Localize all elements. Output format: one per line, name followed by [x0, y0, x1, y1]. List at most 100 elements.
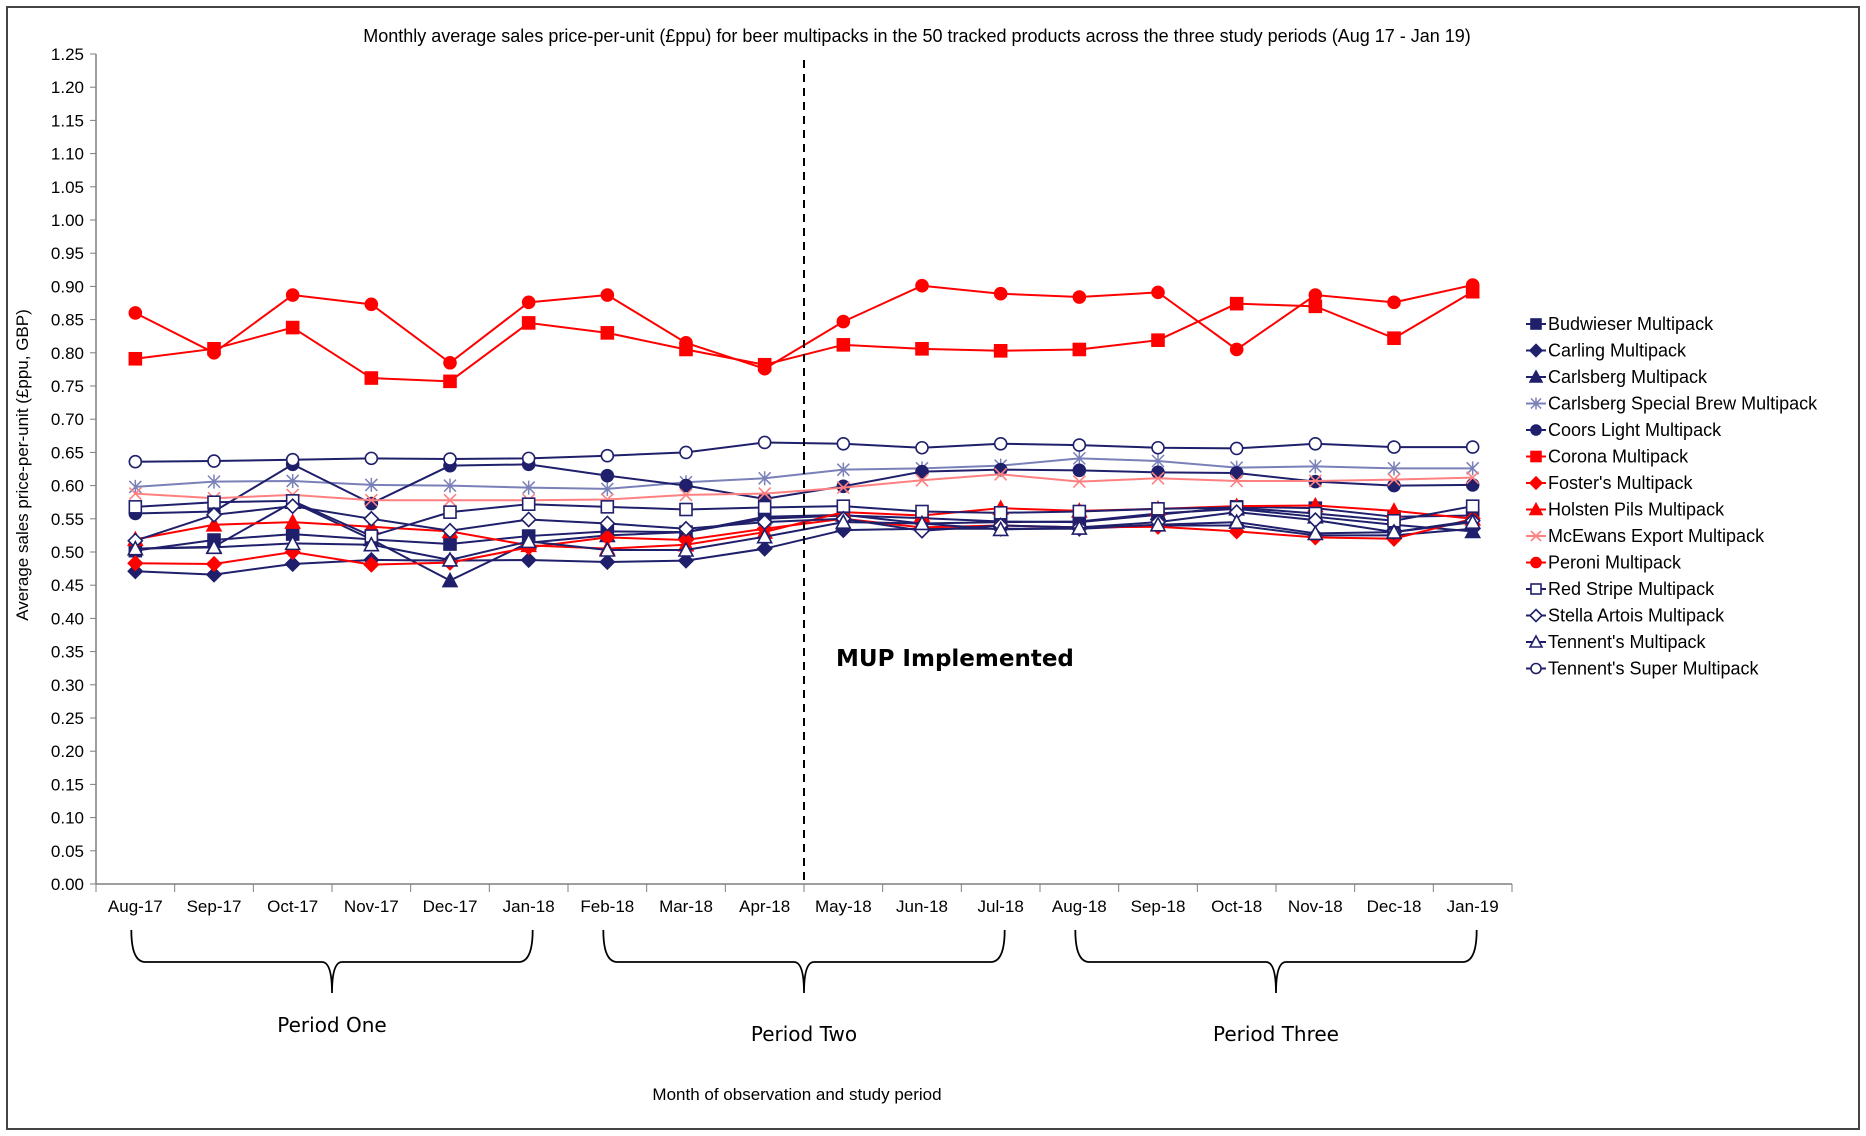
marker-circle	[600, 288, 615, 302]
marker-asterisk	[1466, 461, 1480, 476]
period-label: Period One	[277, 1013, 386, 1037]
legend-label: Carling Multipack	[1548, 341, 1687, 361]
x-tick-label: Jun-18	[896, 897, 948, 916]
marker-triangle	[441, 551, 459, 567]
marker-triangle	[441, 571, 459, 588]
legend-entry: Peroni Multipack	[1526, 553, 1682, 573]
marker-square	[915, 342, 929, 356]
marker-diamond	[363, 510, 380, 527]
marker-x	[1230, 474, 1244, 488]
marker-square	[757, 500, 772, 515]
marker-square	[1151, 333, 1165, 347]
legend-label: Holsten Pils Multipack	[1548, 500, 1725, 520]
marker-diamond	[520, 551, 537, 569]
marker-diamond	[520, 511, 537, 528]
marker-diamond	[205, 506, 223, 523]
marker-square	[521, 497, 536, 511]
legend-entry: Holsten Pils Multipack	[1526, 500, 1725, 520]
marker-circle	[1465, 440, 1480, 454]
marker-circle	[600, 468, 615, 483]
marker-triangle	[1149, 516, 1167, 532]
marker-diamond	[677, 552, 695, 569]
marker-circle	[207, 454, 221, 468]
marker-triangle	[284, 534, 302, 551]
marker-triangle	[834, 513, 852, 529]
marker-square	[1530, 583, 1542, 595]
y-tick-label: 0.30	[51, 676, 84, 695]
marker-asterisk	[443, 478, 457, 493]
x-tick-label: Nov-17	[344, 897, 399, 916]
marker-square	[128, 351, 143, 366]
marker-circle	[679, 336, 693, 350]
y-tick-label: 1.15	[51, 111, 84, 130]
marker-square	[443, 374, 457, 389]
marker-triangle	[1528, 634, 1544, 648]
y-tick-label: 0.70	[51, 410, 84, 429]
marker-diamond	[1528, 475, 1544, 491]
x-axis-title: Month of observation and study period	[652, 1085, 941, 1104]
y-tick-label: 0.00	[51, 875, 84, 894]
legend-entry: Stella Artois Multipack	[1526, 606, 1725, 626]
marker-circle	[993, 462, 1008, 477]
y-tick-label: 0.85	[51, 311, 84, 330]
legend-label: Foster's Multipack	[1548, 473, 1693, 493]
y-tick-label: 0.20	[51, 742, 84, 761]
marker-square	[521, 316, 536, 330]
marker-circle	[757, 435, 772, 450]
y-tick-label: 0.75	[51, 377, 84, 396]
axes: 0.00 0.05 0.10 0.15 0.20 0.25 0.30 0.35 0.40 0.45…	[51, 45, 1513, 916]
marker-circle	[1530, 662, 1542, 675]
marker-square	[207, 495, 221, 510]
x-tick-label: Sep-17	[187, 897, 242, 916]
legend-label: Stella Artois Multipack	[1548, 606, 1725, 626]
legend-label: Budwieser Multipack	[1548, 314, 1714, 334]
period-layer: Period One Period Two Period Three	[130, 929, 1478, 1046]
marker-asterisk	[600, 481, 614, 496]
marker-circle	[915, 440, 929, 455]
marker-triangle	[1306, 524, 1324, 541]
marker-diamond	[284, 498, 301, 515]
marker-triangle	[1464, 522, 1482, 539]
marker-square	[128, 500, 143, 514]
chart-frame	[6, 6, 1860, 1130]
marker-circle	[364, 451, 379, 466]
x-tick-label: Dec-17	[423, 897, 478, 916]
marker-square	[836, 499, 851, 513]
x-tick-label: Apr-18	[739, 897, 790, 916]
marker-circle	[679, 445, 693, 460]
y-tick-label: 1.05	[51, 178, 84, 197]
marker-circle	[1072, 463, 1087, 478]
marker-circle	[1151, 440, 1165, 455]
y-tick-label: 0.15	[51, 775, 84, 794]
marker-circle	[1530, 424, 1542, 436]
marker-square	[285, 320, 300, 335]
y-tick-label: 0.80	[51, 344, 84, 363]
marker-circle	[1387, 295, 1401, 310]
legend-label: Tennent's Multipack	[1548, 632, 1707, 652]
legend-label: Red Stripe Multipack	[1548, 579, 1715, 599]
marker-square	[1308, 299, 1323, 314]
x-tick-label: Nov-18	[1288, 897, 1343, 916]
marker-square	[1072, 342, 1087, 357]
marker-triangle	[126, 539, 144, 556]
period-label: Period Two	[751, 1022, 857, 1046]
marker-diamond	[1528, 343, 1544, 358]
marker-triangle	[520, 532, 538, 549]
series-line	[135, 499, 1473, 538]
marker-x	[1387, 473, 1401, 487]
x-tick-label: Oct-17	[267, 897, 318, 916]
marker-circle	[1387, 440, 1401, 454]
marker-diamond	[363, 556, 380, 573]
marker-circle	[285, 288, 300, 302]
marker-circle	[1229, 441, 1244, 456]
marker-asterisk	[1072, 451, 1086, 466]
marker-diamond	[677, 520, 695, 537]
marker-circle	[600, 448, 615, 463]
x-tick-label: Sep-18	[1131, 897, 1186, 916]
marker-square	[1530, 318, 1542, 330]
marker-triangle	[1070, 519, 1088, 535]
marker-triangle	[756, 528, 774, 544]
legend-entry: Coors Light Multipack	[1526, 420, 1722, 440]
marker-x	[1466, 471, 1480, 485]
series-line	[135, 463, 1473, 515]
